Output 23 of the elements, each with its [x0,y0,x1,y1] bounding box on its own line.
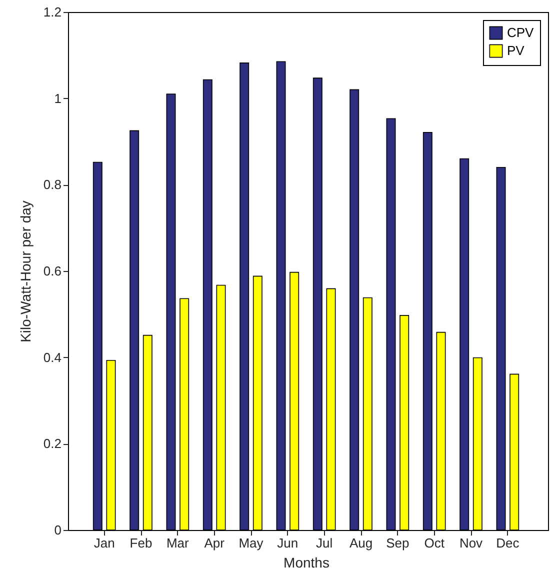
x-tick-label: Jan [94,536,115,550]
x-tick-label: Oct [424,536,445,550]
y-axis-title: Kilo-Watt-Hour per day [17,200,34,342]
y-tick-label: 0.4 [43,350,62,365]
x-tick-label: May [238,536,264,550]
y-tick-label: 0.6 [43,264,62,278]
x-tick-label: Mar [166,536,190,550]
x-tick-label: Dec [496,536,520,550]
y-tick-label: 1.2 [43,4,62,20]
legend-label: CPV [507,25,534,40]
y-tick-label: 1 [54,90,62,106]
x-tick-label: Aug [349,536,373,550]
x-tick-label: Jun [277,536,298,550]
x-axis-title: Months [284,554,330,570]
x-tick-label: Nov [459,536,484,550]
x-tick-label: Apr [204,536,226,550]
y-tick-label: 0.8 [43,177,62,192]
x-tick-label: Sep [386,536,410,550]
y-tick-label: 0 [54,522,62,538]
x-tick-label: Feb [130,536,152,550]
x-tick-label: Jul [316,536,333,550]
y-tick-label: 0.2 [43,436,62,452]
legend-label: PV [507,43,525,58]
